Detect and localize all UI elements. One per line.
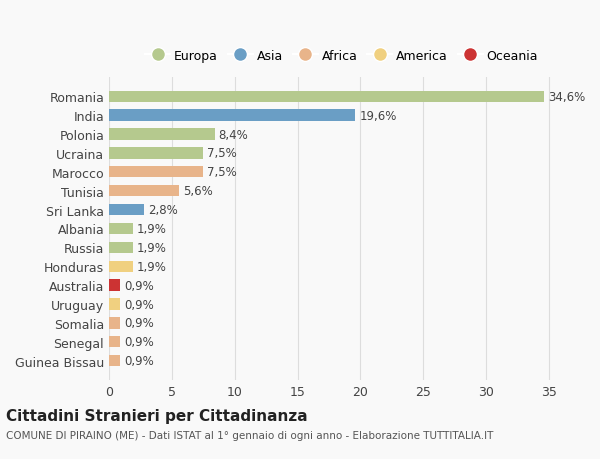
Bar [109,336,121,348]
Text: 2,8%: 2,8% [148,204,178,217]
Bar [109,91,544,103]
Bar [109,129,215,140]
Text: 1,9%: 1,9% [137,241,167,254]
Bar [109,110,355,122]
Bar [109,242,133,253]
Text: 0,9%: 0,9% [124,298,154,311]
Text: 0,9%: 0,9% [124,279,154,292]
Text: 5,6%: 5,6% [183,185,213,198]
Bar [109,167,203,178]
Bar [109,148,203,159]
Text: 34,6%: 34,6% [548,90,585,104]
Text: 0,9%: 0,9% [124,354,154,367]
Bar [109,355,121,367]
Bar [109,318,121,329]
Legend: Europa, Asia, Africa, America, Oceania: Europa, Asia, Africa, America, Oceania [140,45,543,67]
Bar [109,299,121,310]
Text: 7,5%: 7,5% [207,166,237,179]
Bar [109,261,133,272]
Text: 8,4%: 8,4% [218,128,248,141]
Text: 0,9%: 0,9% [124,317,154,330]
Bar [109,224,133,235]
Text: 1,9%: 1,9% [137,223,167,235]
Text: 7,5%: 7,5% [207,147,237,160]
Bar [109,280,121,291]
Text: Cittadini Stranieri per Cittadinanza: Cittadini Stranieri per Cittadinanza [6,408,308,423]
Text: COMUNE DI PIRAINO (ME) - Dati ISTAT al 1° gennaio di ogni anno - Elaborazione TU: COMUNE DI PIRAINO (ME) - Dati ISTAT al 1… [6,431,493,440]
Text: 0,9%: 0,9% [124,336,154,348]
Bar [109,185,179,197]
Bar [109,204,145,216]
Text: 1,9%: 1,9% [137,260,167,273]
Text: 19,6%: 19,6% [359,109,397,123]
